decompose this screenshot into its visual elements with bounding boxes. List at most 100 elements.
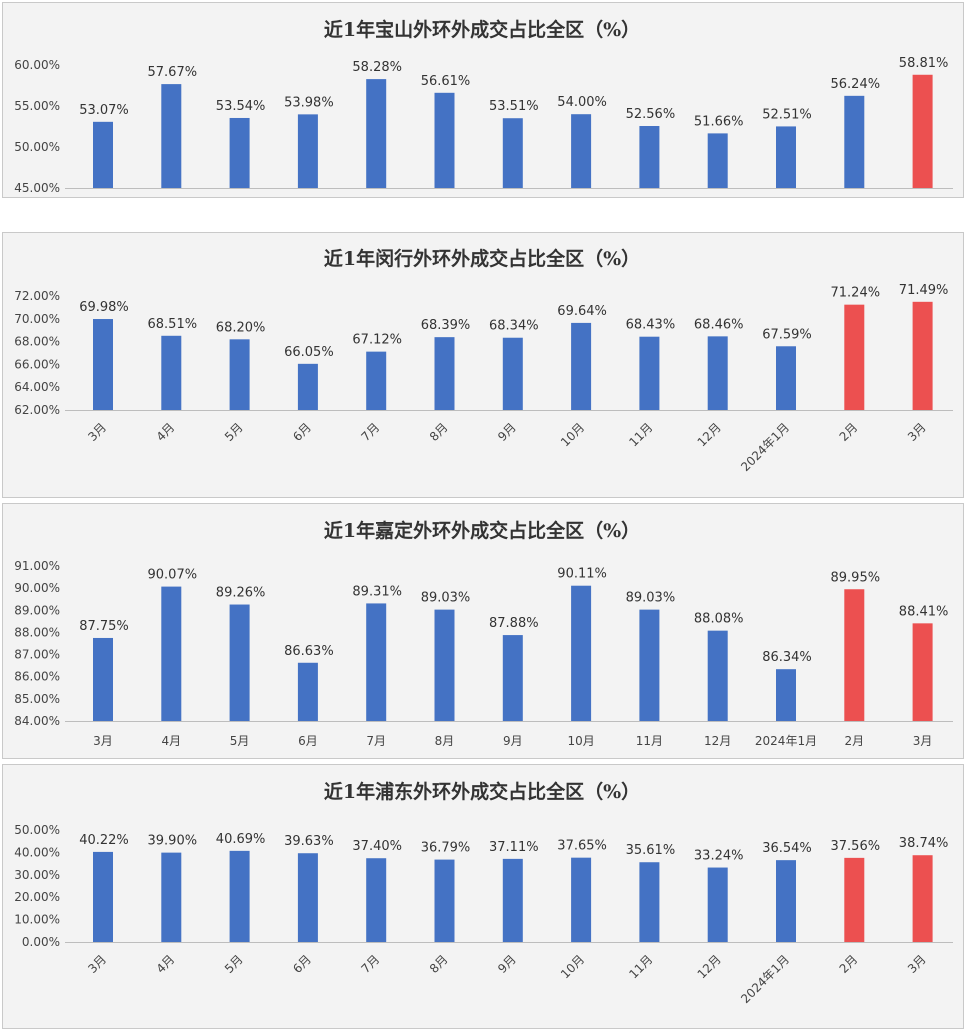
bar-4 — [297, 363, 318, 410]
bar-4 — [297, 114, 318, 188]
y-tick-label: 50.00% — [14, 823, 60, 837]
bar-5 — [366, 858, 387, 942]
bar-2 — [161, 586, 182, 721]
data-label: 54.00% — [557, 95, 607, 110]
data-label: 37.56% — [831, 839, 881, 854]
x-tick-label: 10月 — [558, 420, 587, 449]
bar-9 — [639, 126, 660, 188]
bar-10 — [707, 133, 728, 188]
y-tick-label: 30.00% — [14, 868, 60, 882]
x-tick-label: 8月 — [427, 952, 451, 976]
x-tick-label: 4月 — [154, 952, 178, 976]
data-label: 67.12% — [352, 333, 402, 348]
data-label: 68.20% — [216, 320, 266, 335]
data-label: 87.75% — [79, 619, 129, 634]
bar-7 — [502, 635, 523, 721]
data-label: 89.03% — [626, 591, 676, 606]
chart-panel-baoshan: 近1年宝山外环外成交占比全区（%） 45.00% 50.00% 55.00% 60.0… — [2, 2, 964, 198]
chart-panel-pudong: 近1年浦东外环外成交占比全区（%） 0.00% 10.00% 20.00% 30.00… — [2, 764, 964, 1029]
bar-5 — [366, 79, 387, 188]
data-label: 58.28% — [352, 60, 402, 75]
bar-1 — [93, 851, 113, 942]
x-tick-label: 9月 — [495, 420, 519, 444]
y-tick-label: 40.00% — [14, 845, 60, 859]
data-label: 56.61% — [421, 74, 471, 89]
x-tick-label: 11月 — [636, 734, 663, 748]
y-tick-label: 62.00% — [14, 403, 60, 417]
x-tick-label: 10月 — [558, 952, 587, 981]
data-label: 57.67% — [148, 65, 198, 80]
x-tick-label: 3月 — [85, 420, 109, 444]
data-label: 66.05% — [284, 345, 334, 360]
bar-11 — [776, 860, 796, 942]
bar-3 — [229, 850, 250, 942]
y-tick-label: 86.00% — [14, 670, 60, 684]
bar-13 — [912, 623, 933, 721]
x-tick-label: 7月 — [366, 734, 386, 748]
bar-10 — [707, 867, 728, 942]
bar-3 — [229, 604, 250, 721]
bar-3 — [229, 339, 250, 410]
bar-9 — [639, 609, 660, 721]
data-label: 89.31% — [352, 584, 402, 599]
data-label: 89.26% — [216, 586, 266, 601]
bar-4 — [297, 853, 318, 942]
x-tick-label: 3月 — [905, 952, 929, 976]
x-tick-label: 2024年1月 — [738, 952, 792, 1006]
data-label: 35.61% — [626, 843, 676, 858]
data-label: 89.03% — [421, 591, 471, 606]
x-tick-label: 3月 — [905, 420, 929, 444]
bar-2 — [161, 84, 182, 188]
bar-6 — [434, 92, 455, 188]
data-label: 37.65% — [557, 839, 607, 854]
data-label: 86.63% — [284, 644, 334, 659]
data-label: 68.43% — [626, 318, 676, 333]
bar-5 — [366, 351, 387, 410]
y-tick-label: 0.00% — [22, 935, 60, 949]
chart-svg-jiading: 近1年嘉定外环外成交占比全区（%） 84.00% 85.00% 86.00% 87.0… — [14, 519, 953, 748]
bar-9 — [639, 862, 660, 942]
data-label: 53.07% — [79, 103, 129, 118]
y-tick-label: 91.00% — [14, 559, 60, 573]
data-label: 36.79% — [421, 841, 471, 856]
data-label: 71.24% — [831, 286, 881, 301]
bar-8 — [571, 114, 592, 188]
data-label: 52.56% — [626, 107, 676, 122]
data-label: 37.40% — [352, 839, 402, 854]
chart-title: 近1年浦东外环外成交占比全区（%） — [324, 780, 640, 803]
y-tick-label: 64.00% — [14, 380, 60, 394]
bar-11 — [776, 126, 796, 188]
data-label: 90.07% — [148, 568, 198, 583]
bar-8 — [571, 857, 592, 942]
data-label: 69.64% — [557, 304, 607, 319]
data-label: 90.11% — [557, 567, 607, 582]
y-tick-label: 89.00% — [14, 603, 60, 617]
x-tick-label: 6月 — [298, 734, 318, 748]
x-tick-label: 3月 — [913, 734, 933, 748]
x-tick-label: 8月 — [427, 420, 451, 444]
data-label: 40.69% — [216, 832, 266, 847]
data-label: 56.24% — [831, 77, 881, 92]
x-tick-label: 11月 — [626, 420, 655, 449]
y-tick-label: 50.00% — [14, 140, 60, 154]
bar-6 — [434, 337, 455, 410]
data-label: 68.34% — [489, 319, 539, 334]
y-tick-label: 60.00% — [14, 58, 60, 72]
data-label: 67.59% — [762, 327, 812, 342]
bar-10 — [707, 336, 728, 410]
data-label: 88.41% — [899, 604, 949, 619]
x-tick-label: 9月 — [495, 952, 519, 976]
bar-5 — [366, 603, 387, 721]
bar-7 — [502, 118, 523, 188]
x-tick-label: 4月 — [161, 734, 181, 748]
bar-13 — [912, 301, 933, 410]
x-tick-label: 2024年1月 — [755, 734, 817, 748]
x-tick-label: 8月 — [435, 734, 455, 748]
bar-9 — [639, 336, 660, 410]
bar-6 — [434, 859, 455, 942]
data-label: 39.63% — [284, 834, 334, 849]
x-tick-label: 2024年1月 — [738, 420, 792, 474]
x-tick-label: 9月 — [503, 734, 523, 748]
bar-10 — [707, 630, 728, 721]
bar-13 — [912, 74, 933, 188]
